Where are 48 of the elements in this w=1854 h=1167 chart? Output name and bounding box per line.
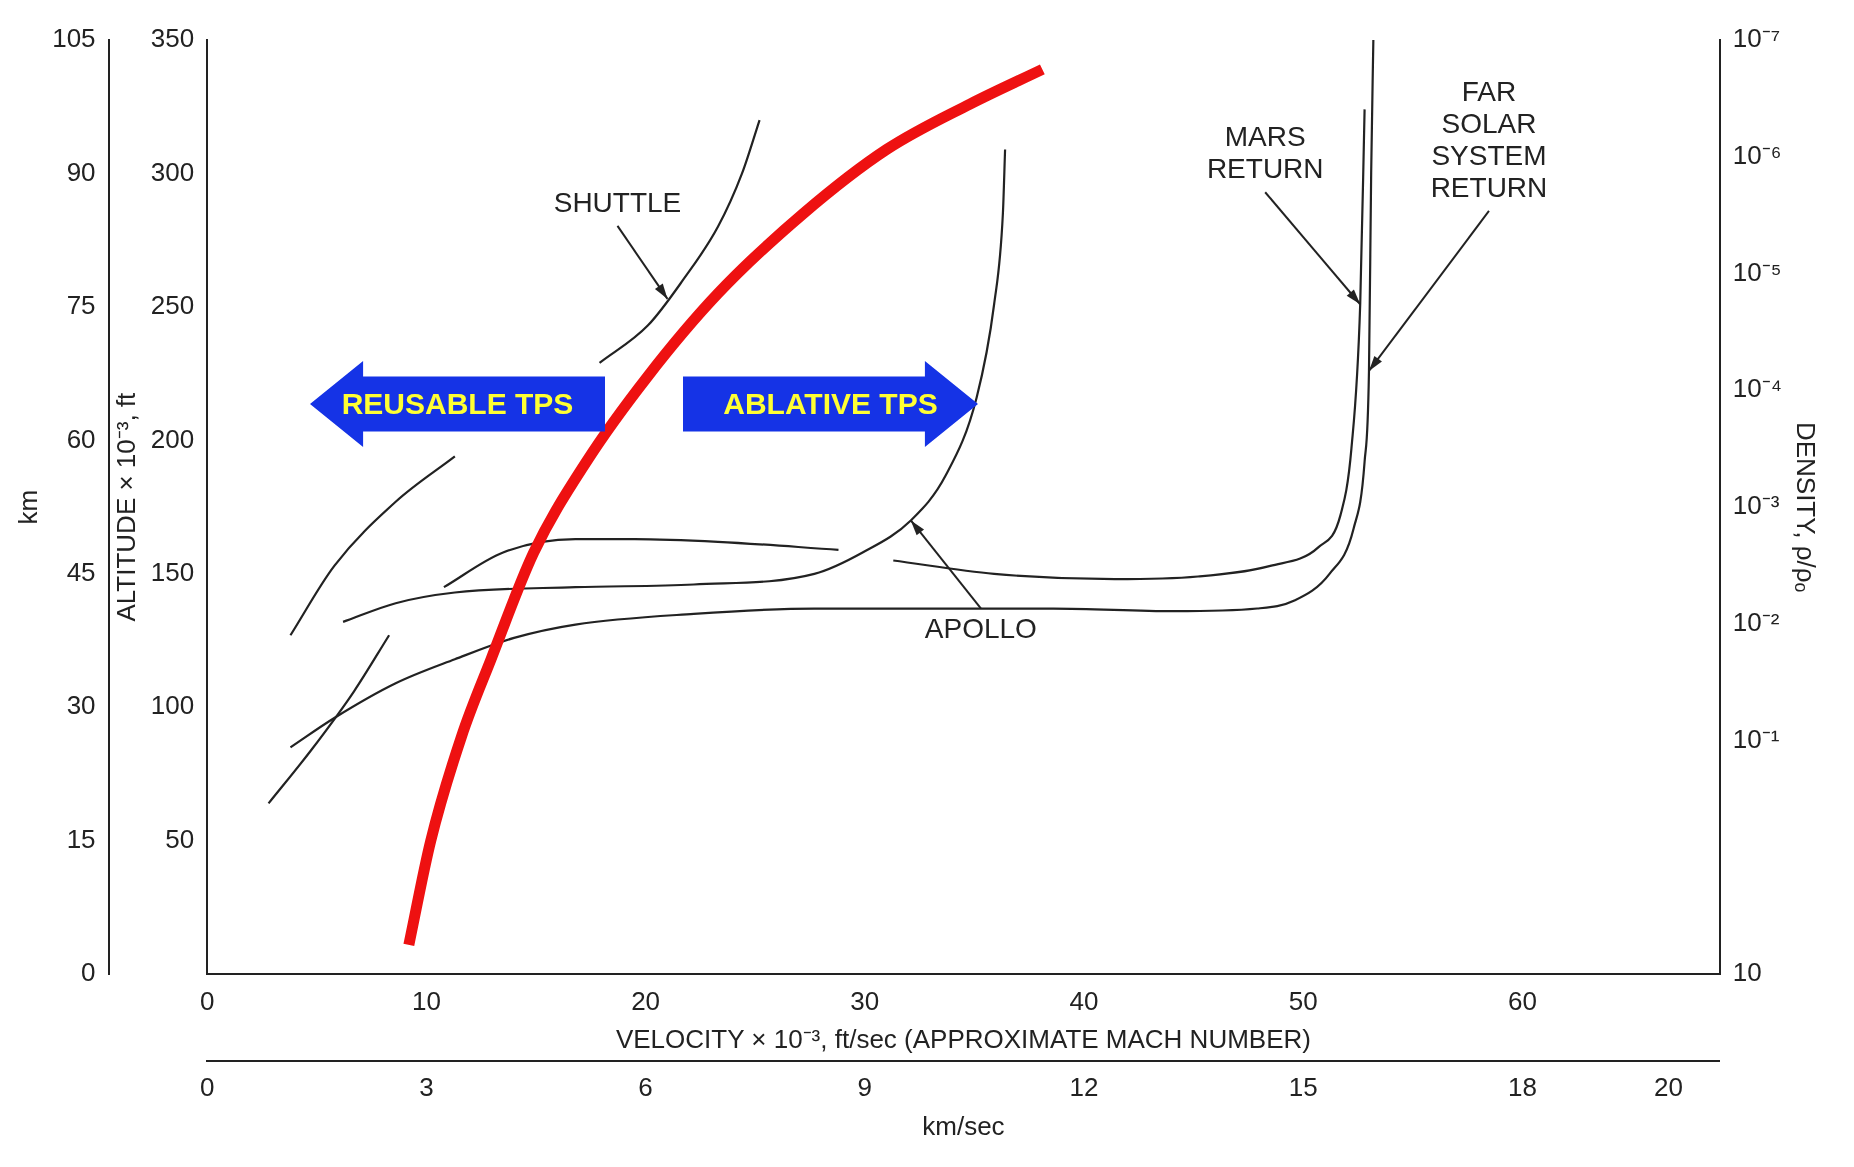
x-axis-title: VELOCITY × 10⁻³, ft/sec (APPROXIMATE MACH NUMBER): [615, 1024, 1311, 1055]
y3-tick-label: 10⁻⁴: [1732, 373, 1782, 404]
x2-axis-title: km/sec: [922, 1110, 1005, 1141]
x-tick-label: 50: [1288, 985, 1318, 1016]
y-tick-label: 50: [165, 823, 195, 854]
x-tick-label: 10: [411, 985, 441, 1016]
y3-tick-label: 10⁻²: [1732, 607, 1780, 638]
y3-tick-label: 10⁻³: [1732, 490, 1780, 521]
y2-tick-label: 75: [66, 290, 96, 321]
y2-tick-label: 0: [81, 957, 96, 988]
y2-tick-label: 105: [52, 23, 96, 54]
x2-tick-label: 0: [199, 1072, 215, 1103]
annotation: MARS RETURN: [1206, 120, 1324, 184]
y2-axis-title: km: [12, 489, 43, 525]
x2-tick-label: 12: [1069, 1072, 1099, 1103]
y2-tick-label: 90: [66, 156, 96, 187]
y2-tick-label: 45: [66, 557, 96, 587]
y3-tick-label: 10: [1732, 957, 1762, 988]
y-tick-label: 150: [150, 557, 195, 587]
y-tick-label: 350: [150, 23, 195, 54]
annotation: SHUTTLE: [553, 186, 682, 218]
y2-tick-label: 60: [66, 423, 96, 454]
x2-tick-label: 20: [1654, 1072, 1684, 1103]
x2-tick-label: 3: [419, 1072, 434, 1103]
x-tick-label: 30: [850, 985, 880, 1016]
y2-tick-label: 15: [66, 823, 96, 854]
y-tick-label: 300: [150, 156, 195, 187]
x-tick-label: 0: [199, 985, 215, 1016]
annotation: APOLLO: [924, 613, 1037, 645]
x2-tick-label: 6: [638, 1072, 653, 1103]
x-tick-label: 20: [631, 985, 661, 1016]
y-tick-label: 200: [150, 423, 195, 454]
y2-tick-label: 30: [66, 690, 96, 721]
x-tick-label: 60: [1507, 985, 1537, 1016]
x2-tick-label: 15: [1288, 1072, 1318, 1103]
y3-tick-label: 10⁻⁵: [1732, 256, 1782, 287]
y3-tick-label: 10⁻⁶: [1732, 139, 1782, 170]
line-series: [442, 538, 840, 589]
y-tick-label: 100: [150, 690, 195, 721]
y3-axis-title: DENSITY, ρ/ρₒ: [1791, 421, 1822, 593]
y-tick-label: 250: [150, 290, 195, 321]
y3-tick-label: 10⁻¹: [1732, 723, 1780, 754]
y3-tick-label: 10⁻⁷: [1732, 23, 1781, 54]
x2-tick-label: 9: [857, 1072, 873, 1103]
annotation: FAR SOLAR SYSTEM RETURN: [1430, 75, 1548, 203]
x2-tick-label: 18: [1507, 1072, 1537, 1103]
x-tick-label: 40: [1069, 985, 1099, 1016]
y-axis-title: ALTITUDE × 10⁻³, ft: [111, 391, 142, 622]
